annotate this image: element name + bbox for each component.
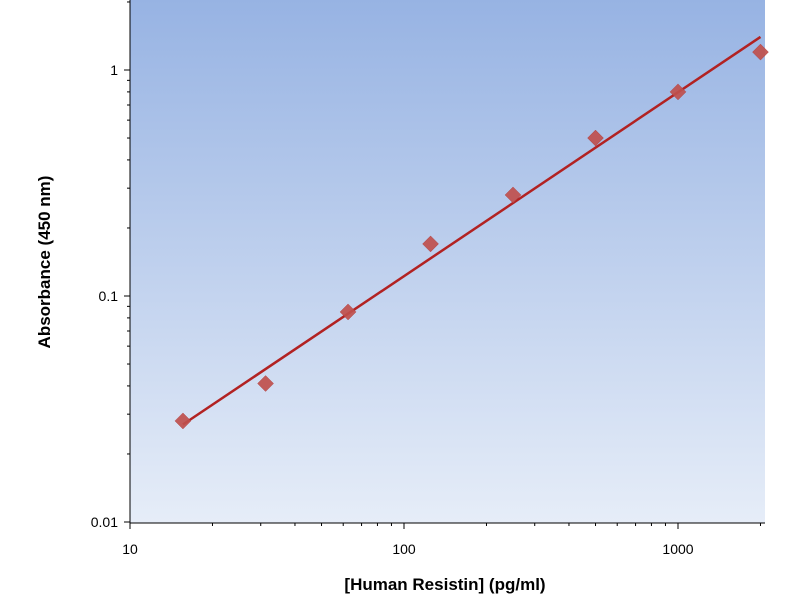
data-point — [422, 235, 439, 253]
fit-line-group — [182, 35, 762, 426]
ticks: 10 100 1000 0.01 0.1 1 — [91, 1, 761, 557]
fit-line — [182, 35, 762, 426]
data-points — [174, 43, 769, 430]
data-point — [504, 186, 522, 204]
y-tick-label: 0.01 — [91, 514, 118, 530]
axes — [129, 0, 765, 524]
y-tick-label: 0.1 — [99, 288, 119, 304]
data-point — [339, 303, 357, 321]
y-tick-label: 1 — [110, 62, 118, 78]
x-axis-title: [Human Resistin] (pg/ml) — [344, 575, 545, 594]
plot-area — [130, 0, 765, 523]
data-point — [587, 129, 604, 147]
x-tick-label: 10 — [122, 541, 138, 557]
data-point — [257, 375, 274, 392]
data-point — [174, 412, 192, 430]
x-tick-label: 1000 — [662, 541, 693, 557]
data-point — [669, 83, 687, 101]
x-tick-label: 100 — [392, 541, 416, 557]
data-point — [752, 43, 769, 61]
y-axis-title: Absorbance (450 nm) — [35, 176, 54, 349]
